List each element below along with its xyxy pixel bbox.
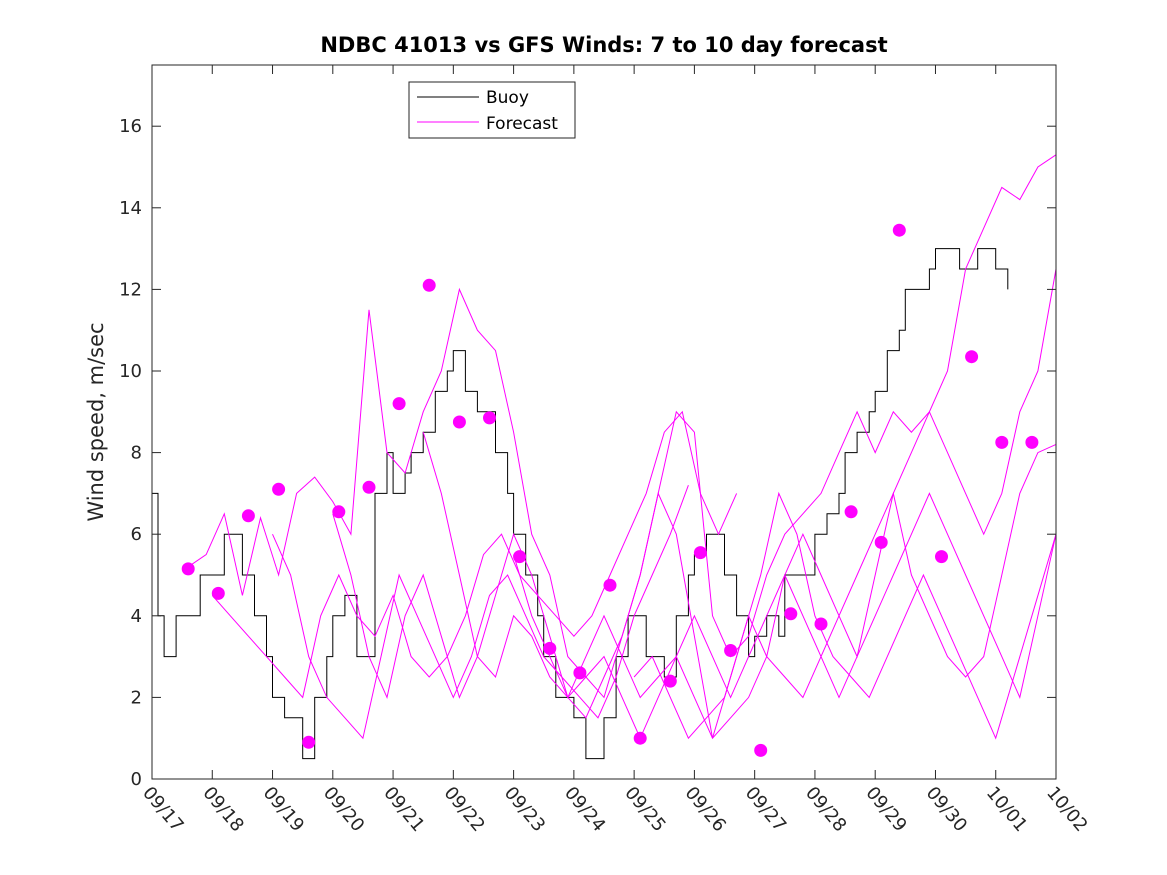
forecast-marker bbox=[211, 586, 225, 600]
legend: Buoy Forecast bbox=[408, 81, 576, 139]
legend-buoy-label: Buoy bbox=[486, 88, 529, 108]
forecast-series-line-2 bbox=[211, 410, 738, 699]
forecast-marker bbox=[754, 743, 768, 757]
forecast-marker bbox=[573, 666, 587, 680]
chart-title: NDBC 41013 vs GFS Winds: 7 to 10 day for… bbox=[320, 33, 887, 57]
forecast-marker bbox=[392, 397, 406, 411]
buoy-series-line bbox=[152, 248, 1009, 760]
forecast-series-line-4 bbox=[422, 268, 1057, 740]
forecast-marker bbox=[995, 435, 1009, 449]
y-tick-label: 12 bbox=[119, 279, 142, 300]
forecast-marker bbox=[603, 578, 617, 592]
forecast-marker bbox=[241, 509, 255, 523]
legend-box bbox=[408, 81, 576, 139]
y-tick-label: 8 bbox=[131, 443, 142, 464]
forecast-marker bbox=[693, 546, 707, 560]
y-tick-label: 10 bbox=[119, 361, 142, 382]
forecast-series-line-3 bbox=[332, 492, 1057, 740]
y-tick-label: 6 bbox=[131, 524, 142, 545]
forecast-marker bbox=[332, 505, 346, 519]
forecast-marker bbox=[422, 278, 436, 292]
series-layer bbox=[152, 154, 1057, 760]
forecast-marker bbox=[633, 731, 647, 745]
forecast-marker bbox=[784, 607, 798, 621]
forecast-marker bbox=[724, 644, 738, 657]
forecast-marker bbox=[302, 735, 316, 749]
forecast-marker bbox=[844, 505, 858, 519]
y-tick-label: 2 bbox=[131, 687, 142, 708]
forecast-marker bbox=[965, 350, 979, 364]
forecast-marker bbox=[874, 535, 888, 549]
y-axis-label: Wind speed, m/sec bbox=[84, 322, 108, 521]
forecast-marker bbox=[935, 550, 948, 564]
forecast-marker bbox=[892, 223, 906, 237]
y-tick-label: 14 bbox=[119, 198, 142, 219]
forecast-marker bbox=[483, 411, 496, 425]
y-tick-label: 4 bbox=[131, 606, 142, 627]
forecast-series-line-5 bbox=[513, 443, 1057, 739]
forecast-marker bbox=[181, 562, 195, 576]
legend-forecast-label: Forecast bbox=[486, 114, 558, 134]
forecast-marker bbox=[543, 641, 557, 655]
y-tick-label: 0 bbox=[131, 769, 142, 790]
forecast-marker bbox=[272, 482, 286, 496]
forecast-marker bbox=[452, 415, 466, 429]
y-tick-label: 16 bbox=[119, 116, 142, 137]
plot-area bbox=[152, 65, 1056, 779]
forecast-marker bbox=[362, 480, 376, 494]
forecast-marker bbox=[814, 617, 828, 631]
forecast-marker bbox=[1025, 435, 1039, 449]
forecast-series-line-6 bbox=[633, 491, 1057, 740]
forecast-marker bbox=[513, 550, 527, 564]
forecast-marker bbox=[663, 674, 677, 688]
forecast-series-line-7 bbox=[272, 485, 689, 740]
axes-box bbox=[151, 64, 1057, 780]
